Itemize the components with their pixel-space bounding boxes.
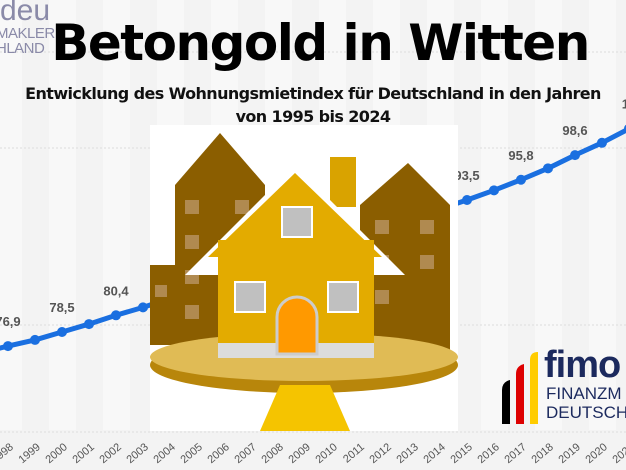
data-label: 93,5 (454, 168, 479, 183)
data-point (3, 341, 13, 352)
data-label: 80,4 (103, 283, 129, 298)
page-title: Betongold in Witten (51, 14, 590, 72)
data-point (516, 174, 526, 185)
x-tick-label: 2017 (502, 441, 528, 466)
data-point (138, 302, 148, 313)
data-label: 78,5 (49, 300, 74, 315)
x-tick-label: 2011 (341, 441, 367, 465)
data-point (462, 195, 472, 205)
top-logo: deu MAKLER HLAND (0, 0, 55, 56)
x-tick-label: 2002 (97, 441, 123, 466)
x-tick-label: 2004 (151, 441, 177, 466)
data-label: 98,6 (562, 123, 587, 138)
grid-band (589, 0, 616, 430)
x-tick-label: 2019 (556, 441, 582, 466)
subtitle: von 1995 bis 2024 (235, 107, 391, 126)
subtitle: Entwicklung des Wohnungsmietindex für De… (25, 84, 601, 103)
x-tick-label: 1999 (16, 441, 42, 466)
logo-text: HLAND (0, 40, 45, 57)
x-tick-label: 2013 (394, 441, 420, 466)
x-tick-label: 2009 (286, 441, 312, 466)
logo-text: fimo (544, 344, 621, 386)
x-tick-label: 2020 (583, 441, 609, 466)
x-tick-label: 2005 (178, 441, 204, 466)
data-label: 10 (622, 97, 626, 112)
x-tick-label: 2006 (205, 441, 231, 466)
grid-band (535, 0, 562, 430)
data-point (30, 334, 40, 345)
x-tick-label: 2003 (124, 441, 150, 466)
x-tick-label: 2014 (421, 441, 447, 466)
x-tick-label: 2008 (259, 441, 285, 466)
logo-text: deu (0, 0, 51, 27)
x-tick-label: 2007 (232, 441, 258, 466)
x-tick-label: 2016 (475, 441, 501, 466)
logo-text: DEUTSCH (546, 403, 626, 422)
house-illustration (150, 125, 458, 431)
grid-band (49, 0, 76, 430)
data-point (57, 327, 67, 337)
x-tick-label: 1998 (0, 441, 16, 466)
x-tick-label: 2012 (367, 441, 393, 466)
house-gold-icon (150, 133, 458, 431)
data-label: 95,8 (508, 148, 533, 163)
data-point (597, 137, 607, 148)
logo-text: FINANZM (546, 384, 622, 403)
grid-band (481, 0, 508, 430)
x-tick-label: 2018 (529, 441, 555, 466)
grid-band (103, 0, 130, 430)
x-tick-label: 2021 (610, 441, 626, 466)
data-label: 76,9 (0, 314, 21, 329)
data-point (570, 150, 580, 161)
fimo-logo: fimo FINANZM DEUTSCH (500, 344, 626, 428)
x-tick-label: 2010 (313, 441, 339, 466)
data-point (111, 310, 121, 321)
grid-band (0, 0, 22, 430)
flag-bars-icon (502, 352, 538, 424)
x-tick-label: 2001 (70, 441, 96, 466)
data-point (84, 319, 94, 330)
x-tick-label: 2015 (448, 441, 474, 466)
logo-text: MAKLER (0, 25, 55, 42)
data-point (543, 163, 553, 174)
x-tick-label: 2000 (43, 441, 69, 466)
data-point (489, 185, 499, 196)
